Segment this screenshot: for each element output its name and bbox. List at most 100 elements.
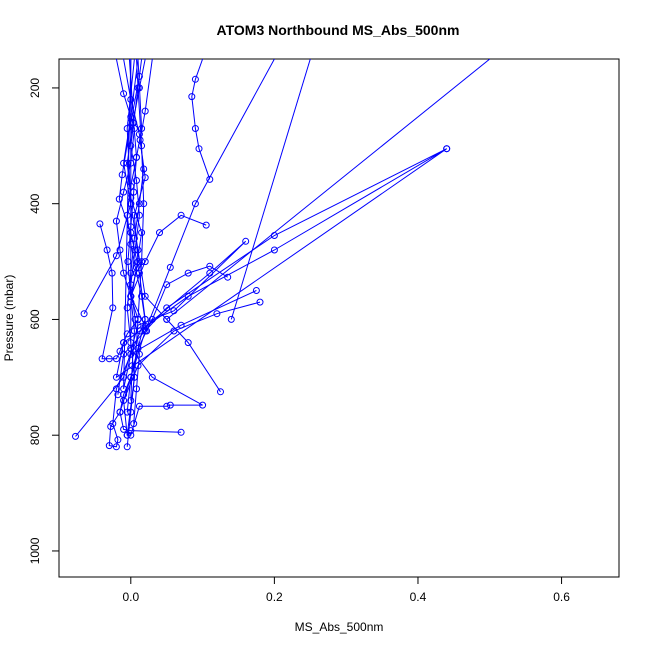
- data-point: [112, 373, 120, 381]
- data-point: [252, 287, 260, 294]
- data-point: [107, 423, 115, 430]
- series-layer: [72, 59, 491, 451]
- data-point: [135, 402, 143, 410]
- data-point: [103, 246, 111, 254]
- y-tick-label: 600: [28, 309, 42, 329]
- data-point: [115, 195, 123, 203]
- data-point: [177, 211, 185, 219]
- y-axis: 200 400 600 800 1000: [28, 78, 60, 564]
- series-line-6: [123, 301, 261, 436]
- data-point: [242, 237, 250, 245]
- data-point: [131, 315, 139, 323]
- series-line-12: [230, 59, 311, 320]
- series-line-9: [191, 59, 211, 180]
- data-point: [135, 200, 143, 208]
- data-point: [163, 281, 171, 289]
- data-point: [127, 373, 135, 381]
- data-point: [213, 310, 221, 318]
- data-point: [118, 171, 126, 179]
- data-point: [133, 153, 140, 161]
- data-point: [224, 273, 232, 281]
- series-line-8: [119, 59, 275, 433]
- data-point: [135, 350, 143, 358]
- data-point: [120, 350, 128, 358]
- data-point: [163, 402, 171, 410]
- data-point: [166, 401, 174, 409]
- series-line-3: [99, 59, 139, 360]
- x-axis-label: MS_Abs_500nm: [295, 620, 384, 634]
- data-point: [195, 145, 203, 153]
- y-axis-label: Pressure (mbar): [2, 275, 16, 362]
- x-axis: 0.0 0.2 0.4 0.6: [122, 576, 570, 604]
- data-point: [112, 355, 120, 363]
- x-tick-label: 0.4: [410, 590, 427, 604]
- data-point: [114, 436, 122, 444]
- series-line-20: [126, 59, 148, 332]
- data-point: [135, 211, 143, 219]
- data-point: [133, 177, 140, 184]
- data-point: [130, 420, 138, 428]
- series-line-2: [83, 59, 135, 314]
- data-point: [105, 355, 113, 363]
- data-point: [256, 298, 264, 306]
- series-line-10: [130, 59, 207, 297]
- data-point: [177, 428, 185, 436]
- data-point: [443, 145, 451, 153]
- data-point: [109, 304, 117, 312]
- data-point: [138, 292, 146, 300]
- data-point: [127, 194, 135, 202]
- series-line-18: [127, 59, 138, 401]
- data-point: [80, 310, 88, 318]
- data-point: [123, 211, 131, 219]
- data-point: [138, 125, 146, 132]
- data-point: [96, 220, 104, 228]
- data-point: [148, 373, 156, 381]
- data-point: [127, 240, 135, 248]
- series-line-17: [126, 59, 146, 349]
- data-point: [127, 281, 135, 289]
- data-point: [184, 269, 192, 277]
- data-point: [217, 388, 224, 396]
- data-point: [127, 292, 135, 300]
- data-point: [112, 443, 120, 451]
- series-line-4: [115, 148, 447, 395]
- data-point: [120, 425, 128, 433]
- data-point: [141, 258, 149, 266]
- data-point: [140, 200, 148, 208]
- data-point: [116, 246, 124, 254]
- data-point: [163, 304, 171, 312]
- data-point: [138, 258, 146, 266]
- series-line-14: [166, 59, 491, 320]
- data-point: [130, 188, 138, 196]
- data-point: [120, 339, 128, 347]
- data-point: [108, 269, 116, 277]
- data-point: [105, 442, 113, 450]
- series-line-11: [126, 265, 228, 413]
- y-tick-label: 1000: [28, 537, 42, 564]
- data-point: [112, 385, 120, 393]
- y-tick-label: 200: [28, 78, 42, 98]
- data-point: [98, 355, 106, 363]
- data-point: [156, 229, 163, 237]
- data-point: [191, 200, 199, 208]
- data-point: [123, 431, 131, 439]
- data-point: [138, 229, 146, 237]
- data-point: [127, 397, 135, 404]
- data-point: [127, 142, 135, 150]
- chart-title: ATOM3 Northbound MS_Abs_500nm: [217, 22, 460, 38]
- data-point: [163, 315, 171, 323]
- data-point: [120, 385, 128, 393]
- data-point: [120, 90, 128, 98]
- data-point: [127, 344, 135, 352]
- data-point: [123, 304, 131, 312]
- y-tick-label: 800: [28, 425, 42, 445]
- series-line-19: [130, 59, 143, 424]
- x-tick-label: 0.6: [553, 590, 570, 604]
- data-point: [227, 315, 235, 323]
- data-point: [133, 385, 140, 393]
- data-point: [123, 443, 131, 451]
- data-point: [143, 327, 151, 335]
- data-point: [184, 292, 192, 300]
- data-point: [127, 96, 135, 103]
